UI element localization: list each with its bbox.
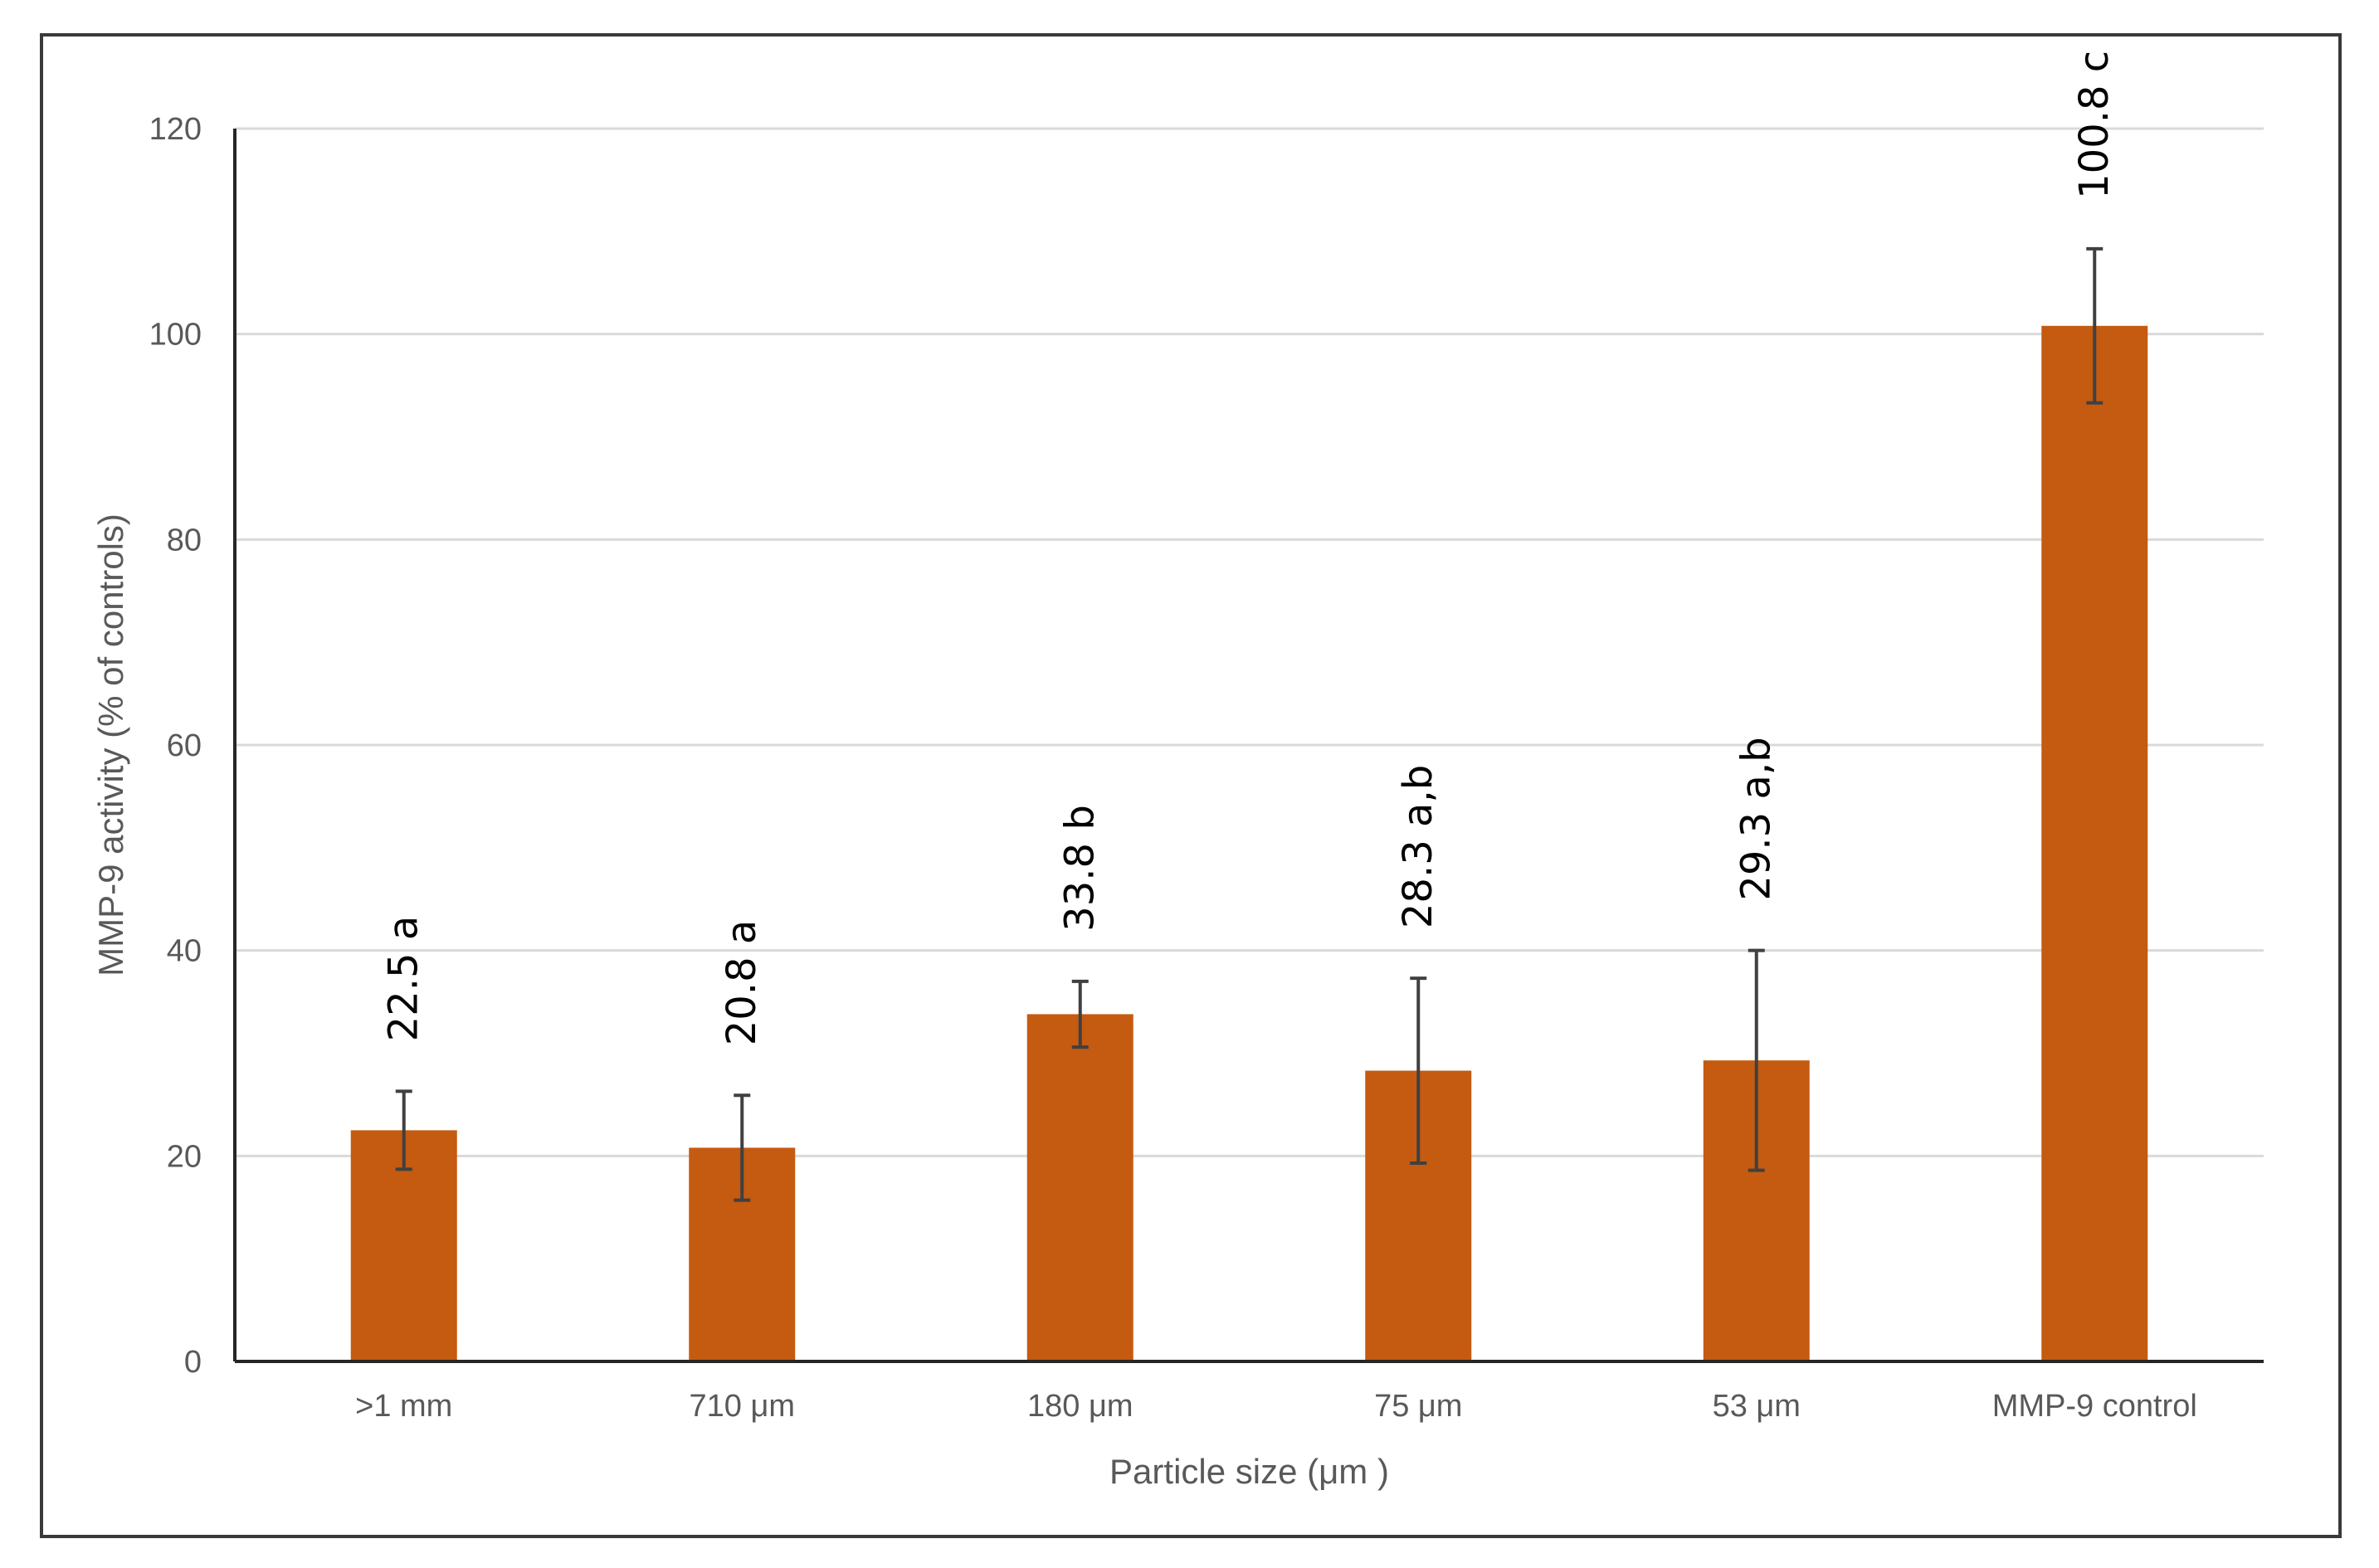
x-tick-label: >1 mm <box>355 1389 452 1424</box>
y-tick-labels: 0 20 40 60 80 100 120 <box>149 112 202 1380</box>
y-tick-label: 120 <box>149 112 202 147</box>
error-bar <box>1410 976 1427 1166</box>
error-bar <box>1748 948 1765 1172</box>
axes <box>233 129 2264 1363</box>
data-label: 28.3 a,b <box>1395 765 1441 928</box>
x-tick-label: 75 μm <box>1374 1389 1462 1424</box>
y-tick-label: 20 <box>167 1139 202 1174</box>
data-label: 22.5 a <box>381 916 427 1042</box>
gridlines <box>235 127 2264 1157</box>
y-tick-label: 40 <box>167 934 202 969</box>
x-tick-labels: >1 mm 710 μm 180 μm 75 μm 53 μm MMP-9 control <box>355 1389 2197 1424</box>
x-tick-label: MMP-9 control <box>1992 1389 2197 1424</box>
data-label: 33.8 b <box>1057 805 1104 932</box>
x-tick-label: 53 μm <box>1713 1389 1801 1424</box>
error-bar <box>734 1093 751 1202</box>
bar <box>1026 1014 1133 1361</box>
data-labels: 22.5 a 20.8 a 33.8 b 28.3 a,b 29.3 a,b 100.8 … <box>381 51 2118 1045</box>
x-axis-title: Particle size (μm ) <box>1109 1452 1389 1491</box>
error-bar <box>1071 979 1089 1049</box>
error-bar <box>2086 246 2104 405</box>
y-tick-label: 60 <box>167 728 202 763</box>
x-tick-label: 710 μm <box>689 1389 795 1424</box>
error-bar <box>395 1089 412 1171</box>
y-tick-label: 0 <box>184 1345 202 1380</box>
error-bars <box>395 246 2104 1202</box>
y-tick-label: 80 <box>167 523 202 558</box>
data-label: 100.8 c <box>2071 51 2118 199</box>
bars <box>350 325 2148 1361</box>
data-label: 29.3 a,b <box>1733 737 1780 900</box>
y-tick-label: 100 <box>149 318 202 353</box>
bar <box>2041 325 2148 1361</box>
y-axis-title: MMP-9 activity (% of controls) <box>91 514 130 976</box>
data-label: 20.8 a <box>719 920 765 1046</box>
x-tick-label: 180 μm <box>1027 1389 1133 1424</box>
